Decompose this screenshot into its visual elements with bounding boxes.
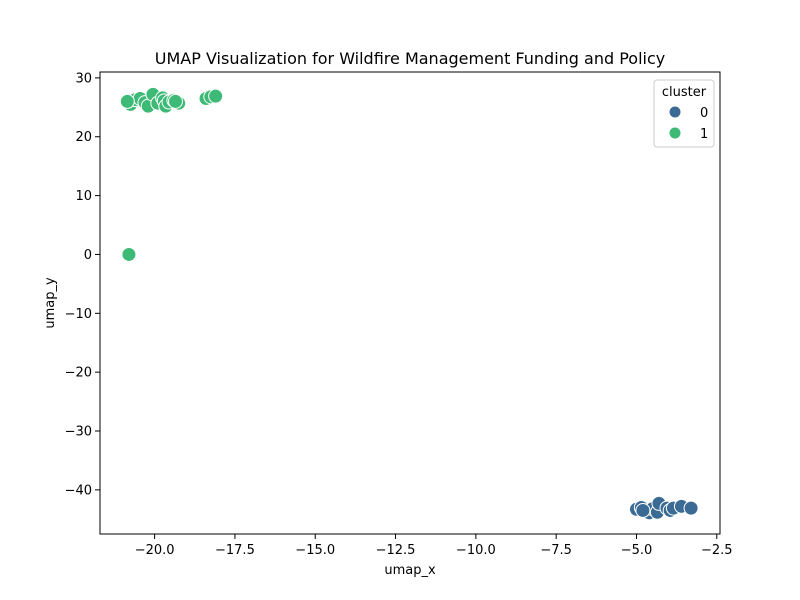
- legend-marker-cluster-1: [668, 126, 682, 140]
- y-tick-label: −30: [65, 425, 92, 440]
- x-tick-label: −10.0: [456, 543, 496, 558]
- data-point-cluster-1: [121, 246, 137, 262]
- legend-marker-cluster-0: [668, 105, 682, 119]
- y-tick-label: −20: [65, 366, 92, 381]
- data-point-cluster-1: [208, 88, 224, 104]
- x-axis-ticks: −20.0 −17.5 −15.0 −12.5 −10.0 −7.5 −5.0 −2.5: [135, 534, 733, 558]
- x-tick-label: −17.5: [215, 543, 255, 558]
- legend-label-cluster-0: 0: [700, 106, 708, 121]
- legend: cluster 0 1: [653, 79, 715, 148]
- x-tick-label: −15.0: [295, 543, 335, 558]
- points-layer: [119, 86, 699, 521]
- y-tick-label: 30: [75, 71, 92, 86]
- y-tick-label: 0: [84, 248, 92, 263]
- chart-title: UMAP Visualization for Wildfire Manageme…: [155, 49, 665, 68]
- x-tick-label: −12.5: [376, 543, 416, 558]
- y-tick-label: −40: [65, 483, 92, 498]
- legend-box: [653, 79, 715, 148]
- data-point-cluster-0: [683, 500, 699, 516]
- plot-frame: [99, 71, 721, 535]
- legend-label-cluster-1: 1: [700, 127, 708, 142]
- x-tick-label: −2.5: [701, 543, 733, 558]
- plot-area: [100, 72, 720, 534]
- y-axis-ticks: −40 −30 −20 −10 0 10 20 30: [65, 71, 100, 498]
- y-axis-label: umap_y: [43, 277, 58, 329]
- data-point-cluster-0: [635, 502, 651, 518]
- data-point-cluster-1: [119, 93, 135, 109]
- x-tick-label: −7.5: [540, 543, 572, 558]
- x-tick-label: −20.0: [135, 543, 175, 558]
- legend-title: cluster: [662, 85, 707, 100]
- y-tick-label: 20: [75, 130, 92, 145]
- x-axis-label: umap_x: [384, 563, 436, 578]
- y-tick-label: −10: [65, 307, 92, 322]
- x-tick-label: −5.0: [621, 543, 653, 558]
- data-point-cluster-1: [167, 93, 183, 109]
- y-tick-label: 10: [75, 189, 92, 204]
